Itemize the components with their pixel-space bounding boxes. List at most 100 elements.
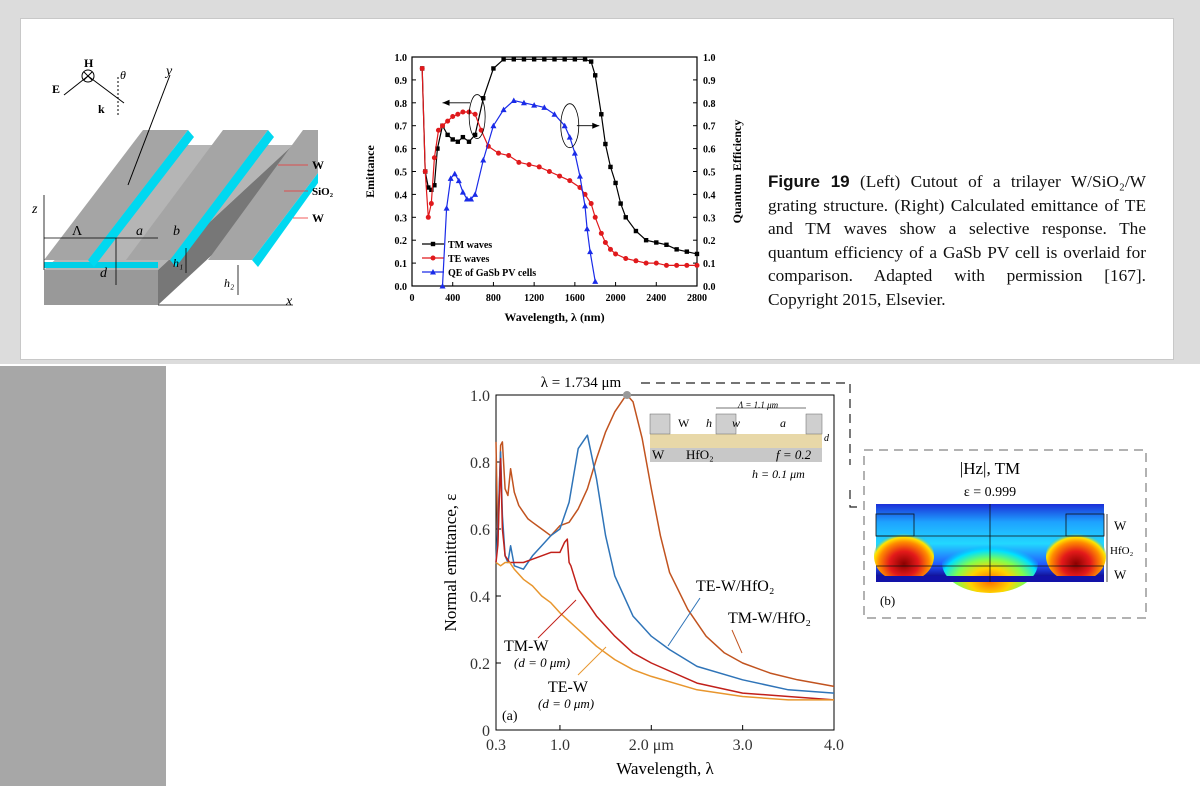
data-point	[455, 111, 461, 117]
y2-tick-label: 0.3	[703, 213, 716, 224]
data-point	[608, 164, 613, 170]
data-point	[582, 57, 588, 62]
y2-axis-title: Quantum Efficiency	[730, 120, 744, 224]
data-point	[426, 185, 431, 190]
x-tick-label: 3.0	[733, 737, 753, 754]
y-axis-label: y	[164, 64, 173, 79]
emittance-chart: 0.0 0.0 0.1 0.1 0.2 0.2 0.3 0.3 0.4 0.4 0.5 0.5 0.6 0…	[363, 53, 744, 324]
h1-label: h₁	[173, 256, 183, 270]
data-point	[592, 214, 598, 220]
data-point	[674, 247, 679, 252]
label-tm-w-sub: (d = 0 μm)	[514, 655, 570, 670]
legend-marker	[430, 269, 436, 275]
panel-b-frame	[863, 449, 1147, 619]
legend-label: TE waves	[448, 254, 490, 265]
data-point	[571, 150, 578, 156]
y-axis-title: Emittance	[363, 145, 377, 198]
data-point	[613, 180, 618, 186]
y2-tick-label: 0.9	[703, 76, 716, 87]
inset-hfo2: HfO₂	[686, 447, 714, 462]
inset-w-substrate	[650, 448, 822, 462]
ridge-1	[44, 130, 194, 267]
y2-tick-label: 0.2	[703, 236, 716, 247]
x-tick-label: 2.0 μm	[629, 737, 675, 754]
y-tick-label: 0.4	[470, 589, 490, 606]
data-point	[552, 57, 557, 62]
x-axis-title: Wavelength, λ	[616, 759, 714, 778]
data-point	[643, 260, 649, 266]
field-map-subtitle: ε = 0.999	[964, 485, 1016, 500]
y2-tick-label: 0.1	[703, 259, 716, 270]
y-tick-label: 0.2	[470, 656, 490, 673]
data-point	[450, 137, 455, 142]
y-tick-label: 0.5	[395, 168, 408, 179]
hotspot-left	[874, 530, 934, 582]
label-tm-w: TM-W	[504, 638, 549, 655]
x-axis-label: x	[285, 294, 293, 309]
data-point	[511, 57, 516, 62]
legend-label: QE of GaSb PV cells	[448, 268, 536, 279]
data-point	[450, 114, 456, 120]
data-point	[510, 97, 517, 104]
data-point	[468, 195, 475, 202]
y-tick-label: 0.1	[395, 259, 408, 270]
data-point	[432, 183, 437, 188]
data-point	[516, 159, 522, 165]
data-point	[447, 175, 454, 181]
data-point	[520, 99, 527, 106]
h2-label: h₂	[224, 276, 234, 290]
panel-a-label: (a)	[502, 709, 518, 724]
inset-w-ridge-right	[805, 413, 823, 435]
data-point	[602, 239, 608, 245]
peak-marker	[622, 391, 631, 399]
data-point	[490, 122, 497, 129]
data-point	[481, 96, 486, 101]
arrow-te-w-hfo2	[667, 597, 701, 647]
data-point	[541, 104, 548, 110]
figure-caption: Figure 19 (Left) Cutout of a trilayer W/…	[768, 170, 1146, 312]
hotspot-right	[1046, 530, 1106, 582]
data-point	[521, 57, 527, 62]
y-tick-label: 0.8	[470, 455, 490, 472]
x-axis-title: Wavelength, λ (nm)	[504, 310, 604, 324]
data-point	[623, 256, 629, 262]
x-tick-label: 800	[486, 293, 501, 304]
y-axis-title: Normal emittance, ε	[441, 494, 460, 632]
x-tick-label: 2800	[687, 293, 707, 304]
series-line	[421, 68, 697, 266]
data-point	[472, 111, 478, 117]
inset-hfo2-layer	[650, 434, 822, 448]
x-tick-label: 2000	[606, 293, 626, 304]
y-tick-label: 0.3	[395, 213, 408, 224]
data-point	[588, 59, 594, 64]
data-point	[455, 177, 462, 184]
inset-period: Λ = 1.1 μm	[737, 400, 779, 410]
y2-tick-label: 1.0	[703, 53, 716, 64]
base-front-face	[44, 270, 158, 305]
data-point	[603, 141, 608, 147]
y2-tick-label: 0.4	[703, 190, 716, 201]
x-tick-label: 1200	[524, 293, 544, 304]
inset-w-ridge-mid	[715, 413, 737, 435]
arrow-te-w	[577, 646, 607, 676]
data-point	[536, 164, 542, 170]
arrow-tm-w-hfo2	[731, 629, 743, 654]
inset-a: a	[780, 416, 786, 430]
peak-annotation: λ = 1.734 μm	[541, 375, 622, 391]
y-tick-label: 0.0	[395, 282, 408, 293]
ridge-3	[208, 130, 318, 267]
field-map-title: |Hz|, TM	[960, 459, 1020, 478]
panel-b-label: (b)	[880, 593, 895, 608]
data-point	[431, 155, 437, 161]
data-point	[551, 111, 558, 117]
caption-text: (Left) Cutout of a trilayer W/SiO₂/W gra…	[768, 172, 1146, 309]
y2-tick-label: 0.5	[703, 168, 716, 179]
data-point	[566, 134, 573, 140]
x-tick-label: 0	[410, 293, 415, 304]
legend-label: TM waves	[448, 240, 492, 251]
data-point	[466, 139, 472, 144]
data-point	[663, 262, 669, 268]
grating-diagram: H θ E k y z x Λ a b d h₁ h₂ W SiO₂ W	[31, 56, 334, 309]
data-point	[428, 201, 434, 207]
data-point	[613, 251, 619, 257]
